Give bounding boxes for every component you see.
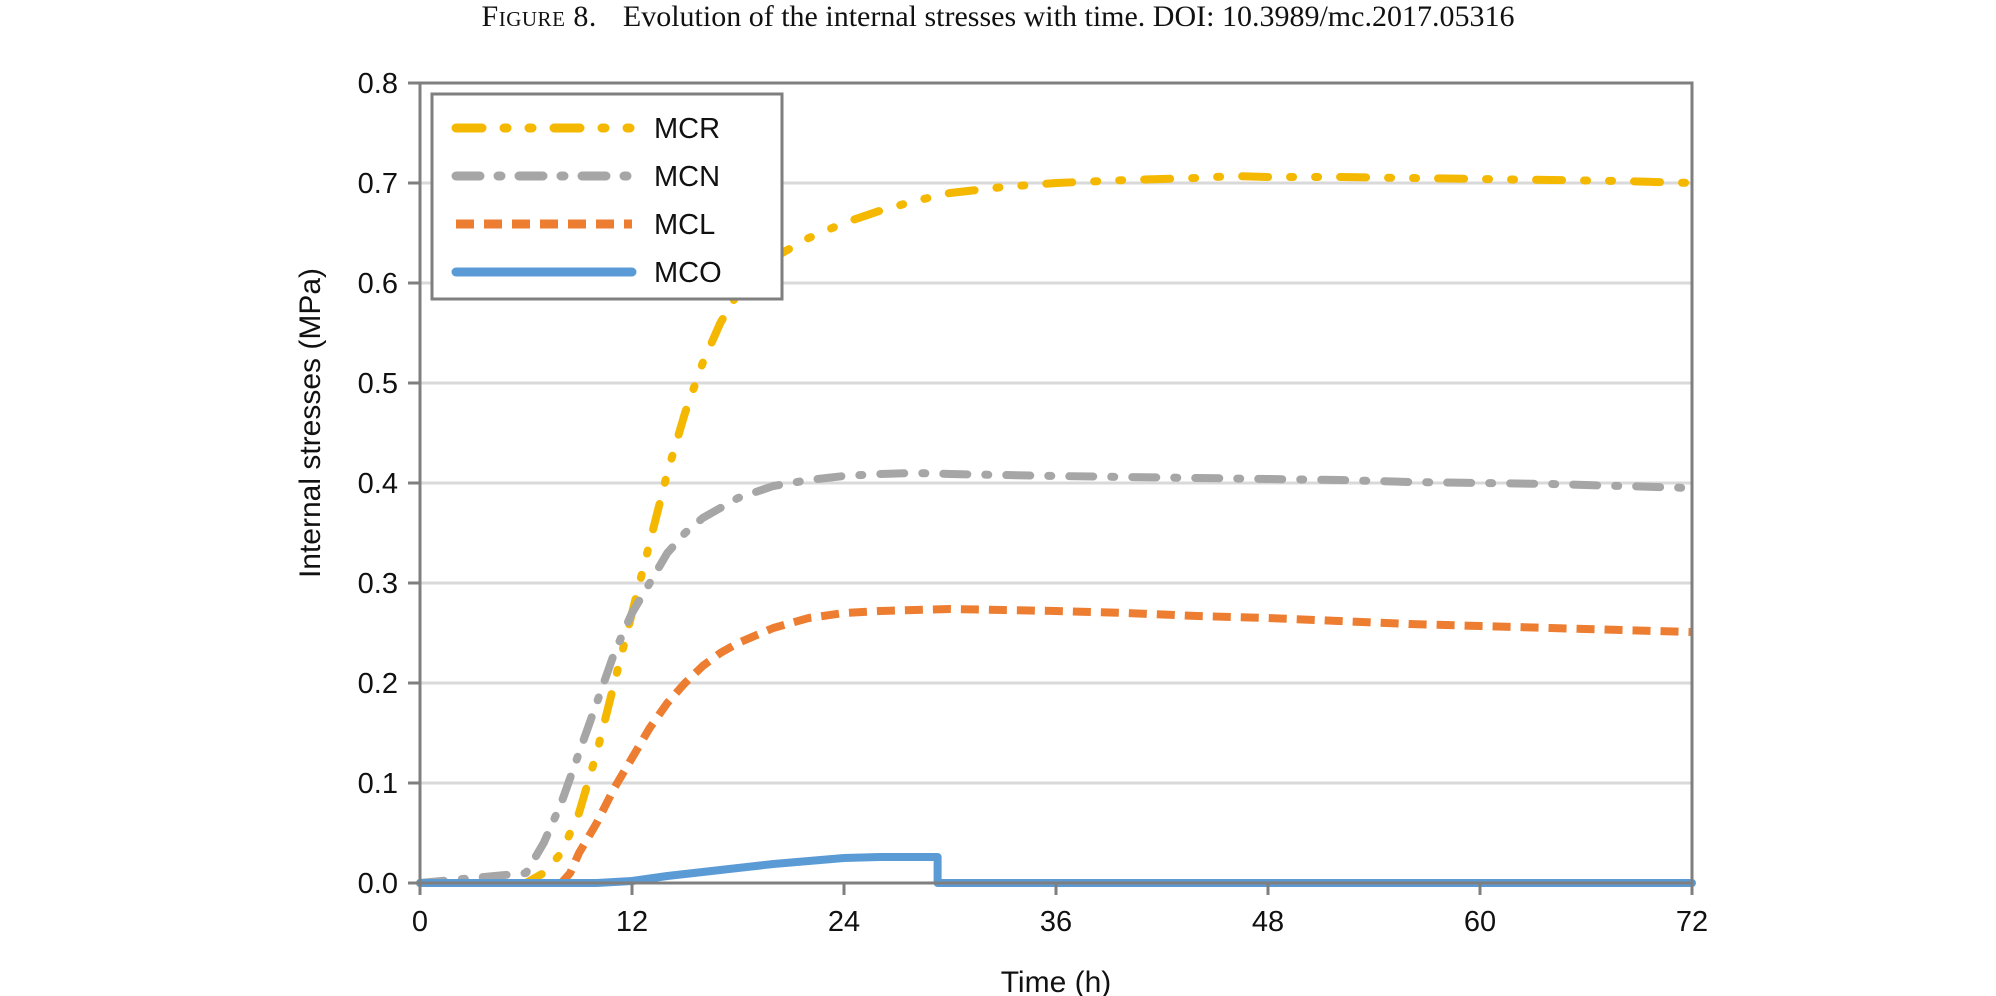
y-tick-label: 0.0	[358, 868, 398, 900]
series-line-mcr	[416, 172, 1696, 887]
series-line-mco	[416, 853, 1696, 887]
y-axis-label: Internal stresses (MPa)	[294, 268, 327, 578]
x-tick-label: 60	[1464, 906, 1496, 938]
legend-label-mco: MCO	[654, 257, 722, 289]
legend-label-mcn: MCN	[654, 161, 720, 193]
x-tick-label: 0	[412, 906, 428, 938]
y-tick-label: 0.1	[358, 768, 398, 800]
legend-label-mcl: MCL	[654, 209, 715, 241]
x-tick-label: 72	[1676, 906, 1708, 938]
caption-label: Figure 8.	[481, 0, 597, 33]
y-tick-label: 0.6	[358, 268, 398, 300]
x-tick-label: 12	[616, 906, 648, 938]
x-tick-label: 24	[828, 906, 860, 938]
y-tick-label: 0.4	[358, 468, 398, 500]
x-tick-label: 36	[1040, 906, 1072, 938]
x-tick-label: 48	[1252, 906, 1284, 938]
figure-caption: Figure 8. Evolution of the internal stres…	[0, 0, 1996, 34]
x-axis-label: Time (h)	[1001, 966, 1112, 996]
y-tick-label: 0.2	[358, 668, 398, 700]
legend: MCR MCN MCL MCO	[430, 92, 784, 301]
caption-text: Evolution of the internal stresses with …	[622, 0, 1515, 33]
legend-label-mcr: MCR	[654, 113, 720, 145]
series-line-mcn	[416, 469, 1696, 887]
series-line-mcl	[420, 605, 1693, 887]
y-tick-label: 0.8	[358, 68, 398, 100]
axis-ticks: 0.0 0.1 0.2 0.3 0.4 0.5 0.6 0.7 0.8 0 12 24 36 48 60 72	[358, 68, 1708, 938]
y-tick-label: 0.5	[358, 368, 398, 400]
y-tick-label: 0.3	[358, 568, 398, 600]
y-tick-label: 0.7	[358, 168, 398, 200]
